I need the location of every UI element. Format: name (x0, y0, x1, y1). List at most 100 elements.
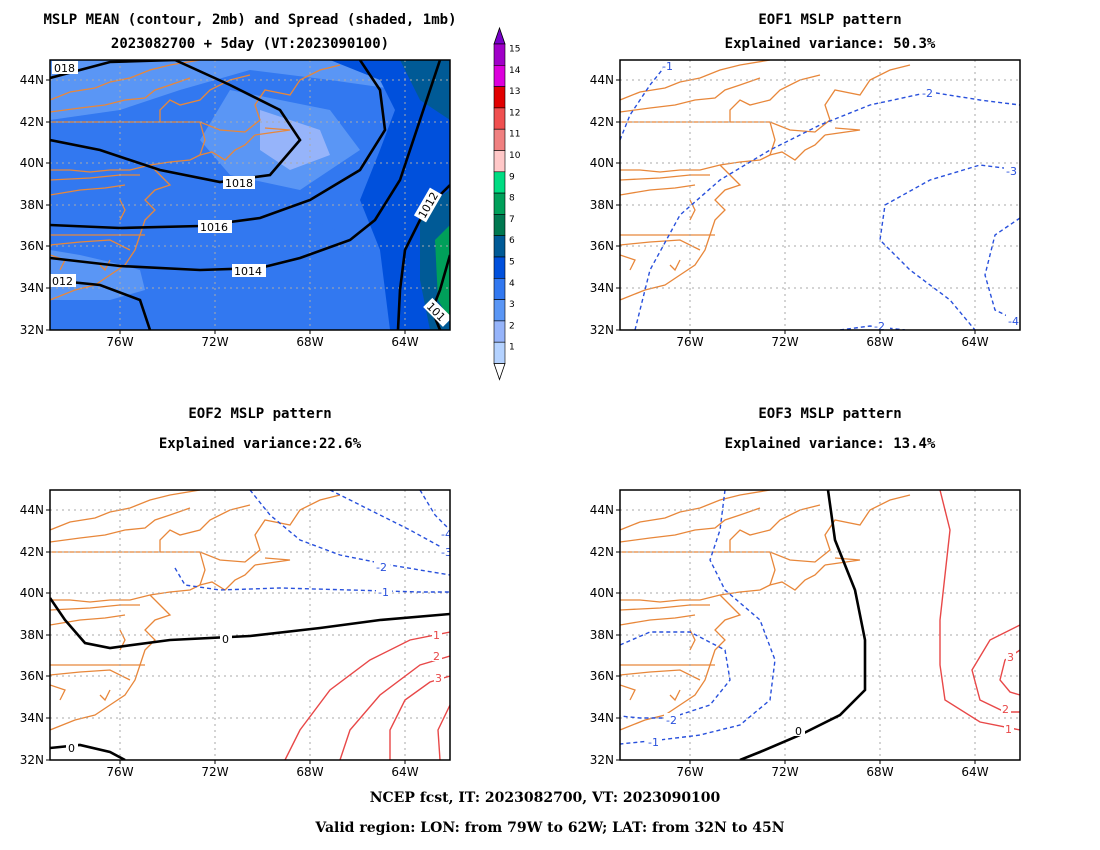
colorbar-label: 12 (509, 108, 520, 118)
eof2-contour-m2 (249, 490, 450, 576)
lat-tick-label: 44N (20, 503, 44, 517)
lat-tick-label: 36N (20, 239, 44, 253)
eof1-map-panel: -1 -2 -3 -2 -4 (619, 59, 1021, 333)
lon-tick-label: 64W (961, 335, 988, 349)
colorbar-swatch (493, 171, 506, 194)
lon-tick-label: 64W (391, 765, 418, 779)
lon-tick-label: 68W (296, 765, 323, 779)
eof3-contour-p2 (971, 624, 1020, 713)
lon-tick-label: 64W (391, 335, 418, 349)
eof1-contour-m4 (984, 217, 1020, 323)
eof3-subtitle: Explained variance: 13.4% (725, 436, 936, 452)
contour-label: 1 (1005, 723, 1012, 736)
eof3-map-panel: -2 -1 0 1 2 3 (619, 489, 1021, 761)
lon-tick-label: 76W (106, 335, 133, 349)
eof2-contour-zero-b (50, 743, 126, 760)
lat-tick-label: 38N (20, 628, 44, 642)
colorbar-label: 2 (509, 321, 515, 331)
contour-label: -1 (378, 586, 389, 599)
lat-tick-label: 44N (590, 503, 614, 517)
colorbar-swatch (493, 43, 506, 66)
colorbar-swatch (493, 277, 506, 300)
lat-tick-label: 36N (590, 669, 614, 683)
contour-label: 0 (795, 725, 802, 738)
contour-label: 3 (1007, 651, 1014, 664)
spread-colorbar: 15 14 13 12 11 10 9 8 7 6 5 4 3 2 1 (493, 26, 521, 381)
colorbar-swatch (493, 128, 506, 151)
eof2-contour-m1 (174, 567, 450, 593)
eof2-subtitle: Explained variance:22.6% (159, 436, 362, 452)
eof1-contour-m1 (620, 60, 671, 141)
colorbar-label: 8 (509, 194, 515, 204)
contour-label: 1018 (225, 177, 253, 190)
contour-label: 3 (435, 672, 442, 685)
colorbar-label: 11 (509, 130, 520, 140)
spread-subtitle: 2023082700 + 5day (VT:2023090100) (111, 36, 389, 52)
lon-tick-label: 72W (201, 765, 228, 779)
lat-tick-label: 40N (590, 156, 614, 170)
colorbar-label: 7 (509, 215, 515, 225)
eof3-contour-p1 (939, 490, 1020, 731)
contour-label: -2 (666, 714, 677, 727)
contour-label: -3 (441, 546, 452, 559)
lat-tick-label: 34N (590, 281, 614, 295)
colorbar-swatch (493, 86, 506, 109)
eof2-map-panel: -4 -3 -2 -1 0 1 2 3 0 (49, 489, 452, 761)
colorbar-swatch (493, 192, 506, 215)
contour-label: -3 (1006, 165, 1017, 178)
contour-label: 1016 (200, 221, 228, 234)
colorbar-label: 1 (509, 343, 515, 353)
contour-label: 2 (1002, 703, 1009, 716)
eof2-title: EOF2 MSLP pattern (188, 406, 331, 422)
contour-label: 012 (52, 275, 73, 288)
eof1-contour-m3 (879, 164, 1020, 330)
lat-tick-label: 40N (20, 156, 44, 170)
lon-tick-label: 64W (961, 765, 988, 779)
contour-label: -4 (1008, 315, 1019, 328)
eof3-contour-zero (739, 490, 867, 760)
spread-title: MSLP MEAN (contour, 2mb) and Spread (sha… (43, 12, 456, 28)
lat-tick-label: 40N (590, 586, 614, 600)
lon-tick-label: 68W (866, 335, 893, 349)
colorbar-label: 9 (509, 172, 515, 182)
eof2-contour-p2 (339, 655, 450, 760)
colorbar-label: 5 (509, 257, 515, 267)
lat-tick-label: 34N (20, 711, 44, 725)
eof1-contour-m2b (839, 325, 906, 330)
eof2-contour-p4 (437, 704, 450, 760)
colorbar-swatch (493, 107, 506, 130)
lat-tick-label: 44N (590, 73, 614, 87)
colorbar-label: 14 (509, 66, 521, 76)
colorbar-swatch (493, 256, 506, 279)
lat-tick-label: 32N (590, 753, 614, 767)
lat-tick-label: 42N (20, 545, 44, 559)
lat-tick-label: 42N (20, 115, 44, 129)
lon-tick-label: 68W (866, 765, 893, 779)
lon-tick-label: 72W (201, 335, 228, 349)
lat-tick-label: 36N (20, 669, 44, 683)
contour-label: -2 (874, 320, 885, 333)
colorbar-bottom-arrow (493, 363, 506, 381)
footer-valid-region: Valid region: LON: from 79W to 62W; LAT:… (314, 820, 784, 836)
lat-tick-label: 42N (590, 115, 614, 129)
eof2-contour-p1 (284, 631, 450, 760)
lat-tick-label: 32N (590, 323, 614, 337)
contour-label: 1014 (234, 265, 262, 278)
lon-tick-label: 76W (106, 765, 133, 779)
eof2-contour-zero (50, 597, 450, 650)
eof1-subtitle: Explained variance: 50.3% (725, 36, 936, 52)
contour-label: -4 (441, 528, 452, 541)
contour-label: -2 (376, 561, 387, 574)
contour-label: -2 (922, 87, 933, 100)
colorbar-swatch (493, 65, 506, 87)
lat-tick-label: 38N (590, 628, 614, 642)
lat-tick-label: 38N (590, 198, 614, 212)
contour-label: 1 (433, 629, 440, 642)
lon-tick-label: 72W (771, 335, 798, 349)
colorbar-label: 6 (509, 236, 515, 246)
lat-tick-label: 42N (590, 545, 614, 559)
lon-tick-label: 72W (771, 765, 798, 779)
colorbar-top-arrow (493, 26, 506, 45)
colorbar-swatch (493, 299, 506, 322)
